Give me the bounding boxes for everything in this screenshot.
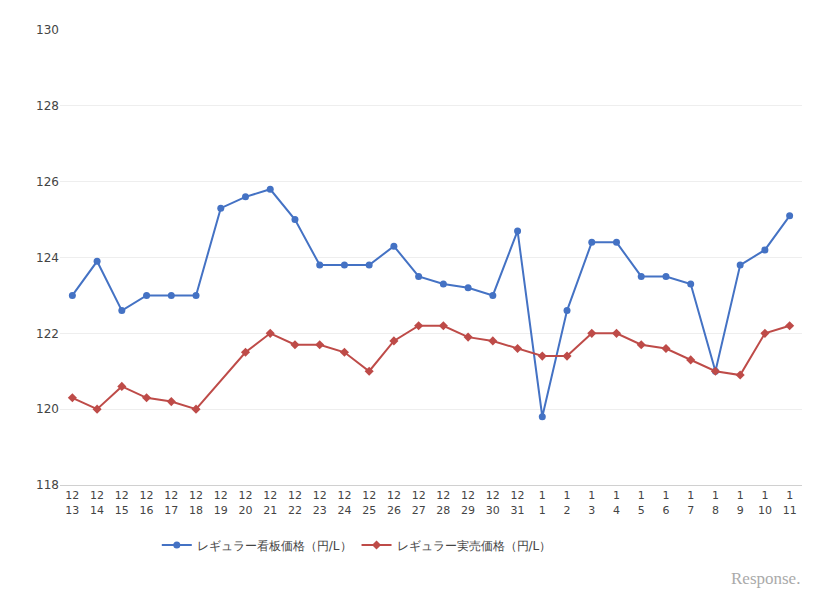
svg-text:120: 120 <box>36 402 59 416</box>
svg-text:1227: 1227 <box>412 489 426 516</box>
svg-text:Response.: Response. <box>731 569 800 588</box>
svg-text:1216: 1216 <box>140 489 154 516</box>
svg-text:11: 11 <box>539 489 546 516</box>
svg-text:1228: 1228 <box>436 489 450 516</box>
svg-text:12: 12 <box>564 489 571 516</box>
svg-text:1214: 1214 <box>90 489 104 516</box>
svg-text:1231: 1231 <box>511 489 525 516</box>
svg-text:1226: 1226 <box>387 489 401 516</box>
svg-text:128: 128 <box>36 99 59 113</box>
svg-text:111: 111 <box>783 489 797 516</box>
svg-text:1223: 1223 <box>313 489 327 516</box>
svg-text:130: 130 <box>36 23 59 37</box>
svg-text:1225: 1225 <box>362 489 376 516</box>
svg-text:18: 18 <box>712 489 719 516</box>
svg-text:13: 13 <box>588 489 595 516</box>
svg-text:1219: 1219 <box>214 489 228 516</box>
svg-text:1213: 1213 <box>65 489 79 516</box>
svg-text:1221: 1221 <box>263 489 277 516</box>
svg-text:1218: 1218 <box>189 489 203 516</box>
svg-text:19: 19 <box>737 489 744 516</box>
svg-text:17: 17 <box>687 489 694 516</box>
svg-text:126: 126 <box>36 175 59 189</box>
svg-text:124: 124 <box>36 251 59 265</box>
svg-text:レギュラー看板価格（円/L）: レギュラー看板価格（円/L） <box>197 539 352 553</box>
svg-text:1217: 1217 <box>164 489 178 516</box>
svg-text:16: 16 <box>662 489 669 516</box>
svg-text:1229: 1229 <box>461 489 475 516</box>
svg-text:1230: 1230 <box>486 489 500 516</box>
svg-text:118: 118 <box>36 478 59 492</box>
svg-text:1220: 1220 <box>239 489 253 516</box>
svg-text:110: 110 <box>758 489 772 516</box>
svg-text:1222: 1222 <box>288 489 302 516</box>
svg-text:レギュラー実売価格（円/L）: レギュラー実売価格（円/L） <box>397 539 552 553</box>
svg-text:1215: 1215 <box>115 489 129 516</box>
svg-text:15: 15 <box>638 489 645 516</box>
svg-text:1224: 1224 <box>337 489 351 516</box>
svg-text:122: 122 <box>36 327 59 341</box>
svg-text:14: 14 <box>613 489 620 516</box>
